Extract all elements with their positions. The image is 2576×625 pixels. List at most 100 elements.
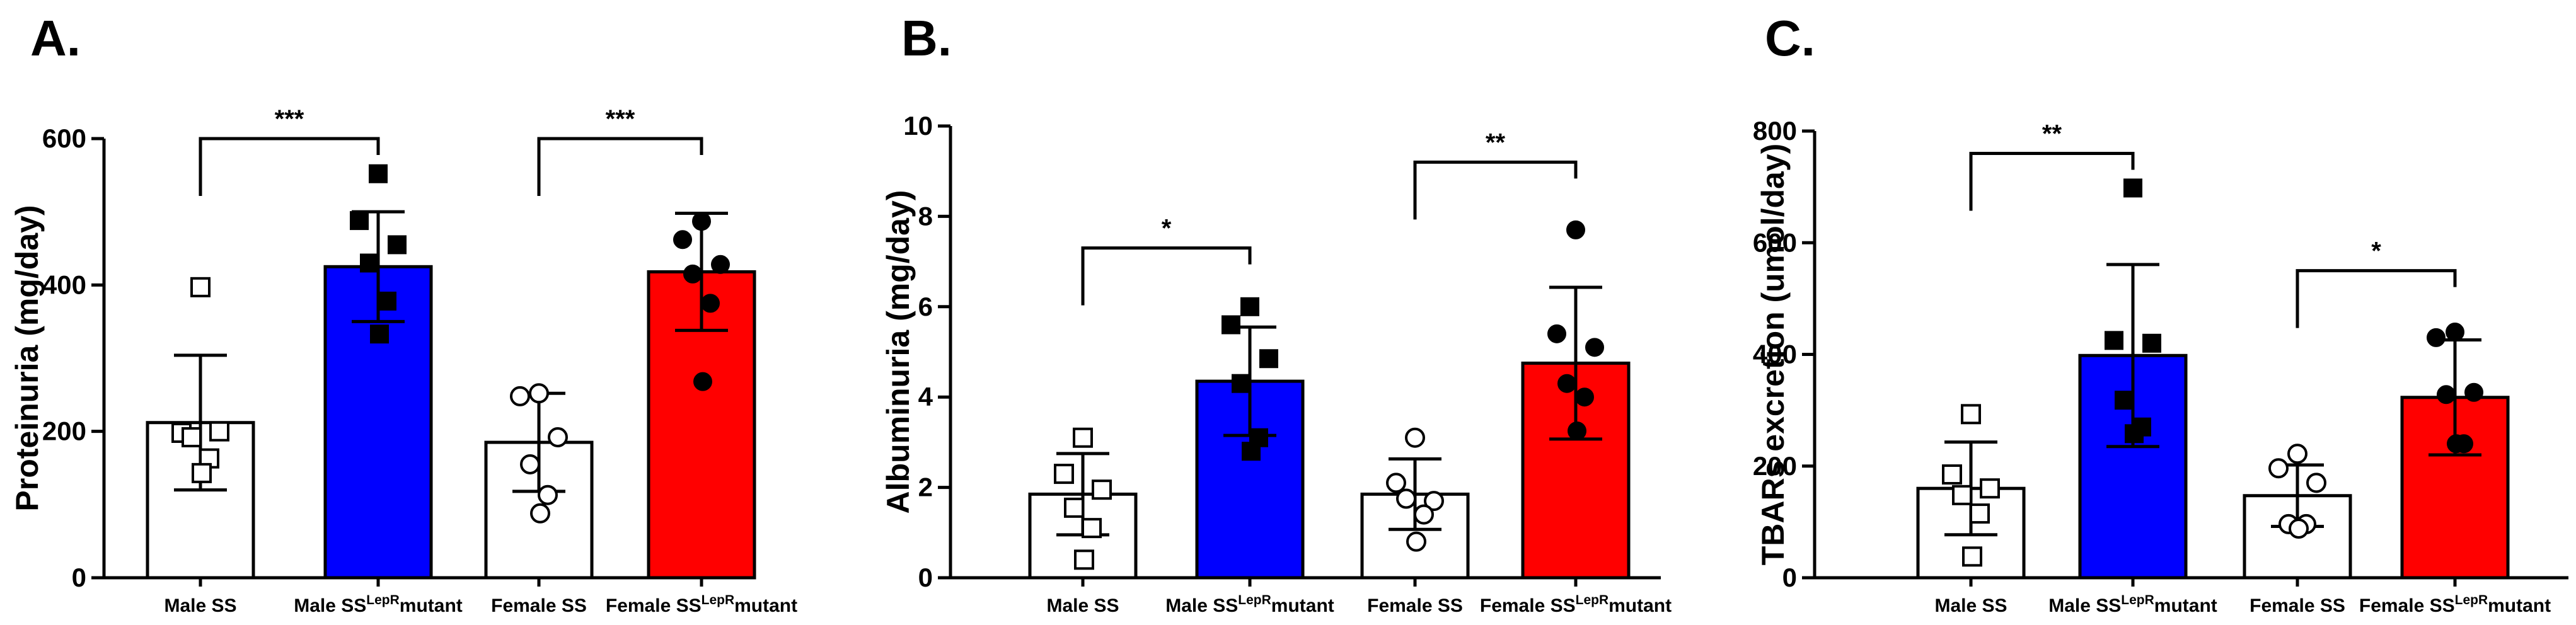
data-point	[1414, 504, 1434, 525]
data-point	[1980, 478, 2000, 499]
data-point	[1054, 464, 1074, 485]
x-tick-label: Male SS	[164, 595, 236, 616]
data-point	[1396, 488, 1416, 509]
x-tick-label-base: Male SS	[1165, 595, 1238, 616]
data-point	[1259, 349, 1278, 369]
data-point	[1575, 387, 1594, 407]
data-point	[2427, 328, 2446, 347]
x-tick-label: Male SSLepRmutant	[294, 593, 463, 616]
data-point	[1405, 427, 1425, 448]
x-tick-label: Male SSLepRmutant	[1165, 593, 1334, 616]
x-tick-label-base: Female SS	[606, 595, 702, 616]
data-point	[360, 253, 379, 273]
data-point	[548, 427, 568, 447]
data-point	[369, 164, 388, 183]
data-point	[2306, 473, 2326, 493]
x-tick-label-superscript: LepR	[702, 593, 735, 607]
x-tick-label-base: Male SS	[164, 595, 236, 616]
x-tick-label-suffix: mutant	[2488, 595, 2551, 616]
y-tick-label: 400	[42, 270, 86, 299]
significance-label: **	[1486, 129, 1506, 156]
data-point	[370, 324, 389, 344]
significance-bracket	[1081, 246, 1252, 306]
significance-label: ***	[275, 105, 304, 133]
data-point	[510, 386, 530, 406]
x-tick-label-superscript: LepR	[1238, 593, 1271, 607]
y-tick-label: 4	[918, 382, 933, 411]
x-tick-label-suffix: mutant	[2154, 595, 2217, 616]
y-tick-label: 600	[42, 123, 86, 153]
x-tick-label-base: Female SS	[491, 595, 587, 616]
y-axis-title: TBARs excretion (umol/day)	[1755, 144, 1791, 566]
y-tick-label: 2	[918, 473, 933, 502]
data-point	[1942, 464, 1962, 485]
y-tick-label: 800	[1753, 116, 1797, 146]
data-point	[1547, 324, 1566, 343]
x-tick-label-superscript: LepR	[1576, 593, 1609, 607]
significance-label: *	[2371, 238, 2381, 265]
x-tick-label: Female SS	[1367, 595, 1463, 616]
data-point	[1566, 220, 1585, 239]
x-tick-label-base: Female SS	[1367, 595, 1463, 616]
data-point	[1092, 479, 1112, 500]
significance-label: **	[2042, 120, 2062, 147]
data-point	[530, 503, 550, 524]
chart-panel-3: C. TBARs excretion (umol/day)0 200 400 600 80…	[1753, 10, 2568, 616]
y-axis-title: Proteinuria (mg/day)	[9, 205, 45, 511]
y-tick-label: 0	[918, 563, 933, 592]
x-tick-label: Male SS	[1046, 595, 1119, 616]
data-point	[2115, 391, 2134, 410]
data-point	[350, 211, 369, 231]
x-tick-label-superscript: LepR	[2455, 593, 2488, 607]
x-tick-label-suffix: mutant	[400, 595, 463, 616]
y-tick-label: 6	[918, 292, 933, 321]
x-tick-label-base: Female SS	[1480, 595, 1576, 616]
data-point	[1962, 546, 1982, 567]
data-point	[190, 277, 211, 297]
data-point	[2287, 444, 2307, 464]
data-point	[520, 454, 540, 474]
data-point	[2447, 434, 2466, 454]
y-tick-label: 200	[1753, 451, 1797, 481]
x-tick-label: Female SSLepRmutant	[1480, 593, 1672, 616]
x-tick-label-suffix: mutant	[1609, 595, 1672, 616]
data-point	[182, 427, 202, 447]
x-tick-label-base: Male SS	[1934, 595, 2007, 616]
data-point	[1232, 374, 1250, 393]
x-tick-label-suffix: mutant	[1271, 595, 1334, 616]
significance-label: ***	[606, 105, 635, 133]
data-point	[2268, 458, 2289, 479]
y-tick-label: 0	[72, 563, 86, 592]
data-point	[2125, 424, 2144, 444]
data-point	[1240, 297, 1259, 316]
data-point	[1970, 503, 1990, 524]
data-point	[2464, 382, 2483, 402]
data-point	[209, 421, 229, 442]
x-tick-label-base: Male SS	[1046, 595, 1119, 616]
y-tick-label: 8	[918, 201, 933, 231]
data-point	[378, 291, 396, 311]
data-point	[1406, 531, 1426, 552]
data-point	[2437, 385, 2456, 404]
panel-label: A.	[30, 10, 81, 66]
data-point	[1242, 442, 1261, 461]
x-tick-label: Male SSLepRmutant	[2048, 593, 2217, 616]
significance-bracket	[1969, 151, 2135, 211]
data-point	[701, 294, 720, 313]
x-tick-label-base: Female SS	[2250, 595, 2345, 616]
x-tick-label-base: Male SS	[294, 595, 366, 616]
significance-bracket	[537, 137, 703, 196]
x-tick-label: Male SS	[1934, 595, 2007, 616]
data-point	[673, 230, 692, 249]
data-point	[529, 383, 549, 404]
data-point	[538, 485, 558, 505]
x-tick-label-base: Female SS	[2359, 595, 2455, 616]
data-point	[1074, 549, 1094, 570]
data-point	[2446, 323, 2464, 342]
data-point	[1568, 421, 1586, 440]
y-axis-title: Albuminuria (mg/day)	[881, 190, 916, 514]
significance-bracket	[1413, 160, 1578, 220]
x-tick-label: Female SSLepRmutant	[606, 593, 797, 616]
